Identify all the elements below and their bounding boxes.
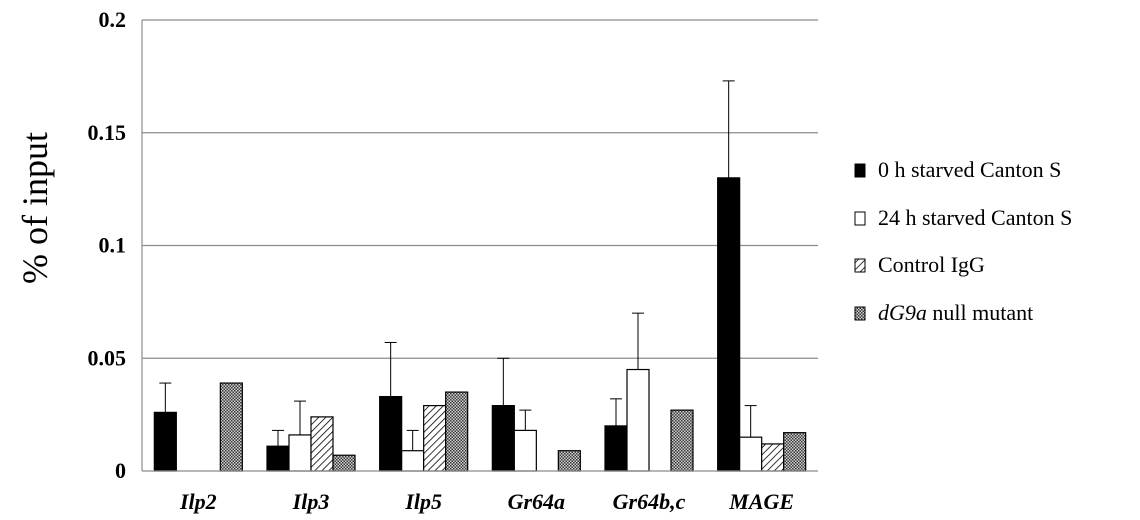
bar-white-1 bbox=[288, 434, 312, 472]
bar-black-1 bbox=[266, 445, 290, 472]
bar-diagonal-5 bbox=[761, 443, 785, 472]
gridlines bbox=[142, 19, 818, 359]
x-tick-label: Ilp3 bbox=[292, 489, 330, 514]
bar-dots-4 bbox=[670, 409, 694, 472]
x-tick-label: Gr64a bbox=[508, 489, 565, 514]
legend-label: 24 h starved Canton S bbox=[878, 205, 1072, 230]
bar-black-5 bbox=[717, 177, 741, 472]
bars bbox=[153, 80, 807, 472]
x-tick-label: Ilp5 bbox=[404, 489, 442, 514]
bar-dots-2 bbox=[445, 391, 469, 472]
bar-white-5 bbox=[739, 436, 763, 472]
x-tick-label: MAGE bbox=[728, 489, 794, 514]
y-tick-label: 0 bbox=[115, 458, 126, 483]
x-tick-label: Ilp2 bbox=[179, 489, 217, 514]
legend-swatch bbox=[854, 306, 866, 321]
y-tick-label: 0.1 bbox=[99, 233, 127, 258]
legend-swatch bbox=[854, 258, 866, 273]
bar-dots-5 bbox=[783, 432, 807, 472]
y-axis-label: % of input bbox=[15, 132, 55, 284]
bar-dots-0 bbox=[219, 382, 243, 472]
bar-black-4 bbox=[604, 425, 628, 472]
bar-diagonal-1 bbox=[310, 416, 334, 472]
legend-label: dG9a null mutant bbox=[878, 300, 1033, 325]
legend-swatch bbox=[854, 211, 866, 226]
bar-black-0 bbox=[153, 411, 177, 472]
bar-black-2 bbox=[379, 395, 403, 472]
bar-black-3 bbox=[491, 405, 515, 472]
legend-label: Control IgG bbox=[878, 252, 985, 277]
legend-label: 0 h starved Canton S bbox=[878, 157, 1061, 182]
bar-white-3 bbox=[513, 429, 537, 472]
y-tick-label: 0.15 bbox=[88, 120, 127, 145]
legend-swatch bbox=[854, 163, 866, 178]
y-tick-label: 0.05 bbox=[88, 345, 127, 370]
bar-diagonal-2 bbox=[423, 405, 447, 472]
bar-white-4 bbox=[626, 368, 650, 472]
y-tick-label: 0.2 bbox=[99, 7, 127, 32]
axes: 0 0.05 0.1 0.15 0.2 Ilp2 Ilp3 Ilp5 Gr64a Gr64b,c M… bbox=[88, 7, 818, 514]
bar-white-2 bbox=[401, 450, 425, 472]
bar-dots-3 bbox=[557, 450, 581, 472]
x-tick-label: Gr64b,c bbox=[613, 489, 686, 514]
legend: 0 h starved Canton S 24 h starved Canton … bbox=[854, 157, 1072, 325]
bar-dots-1 bbox=[332, 454, 356, 472]
